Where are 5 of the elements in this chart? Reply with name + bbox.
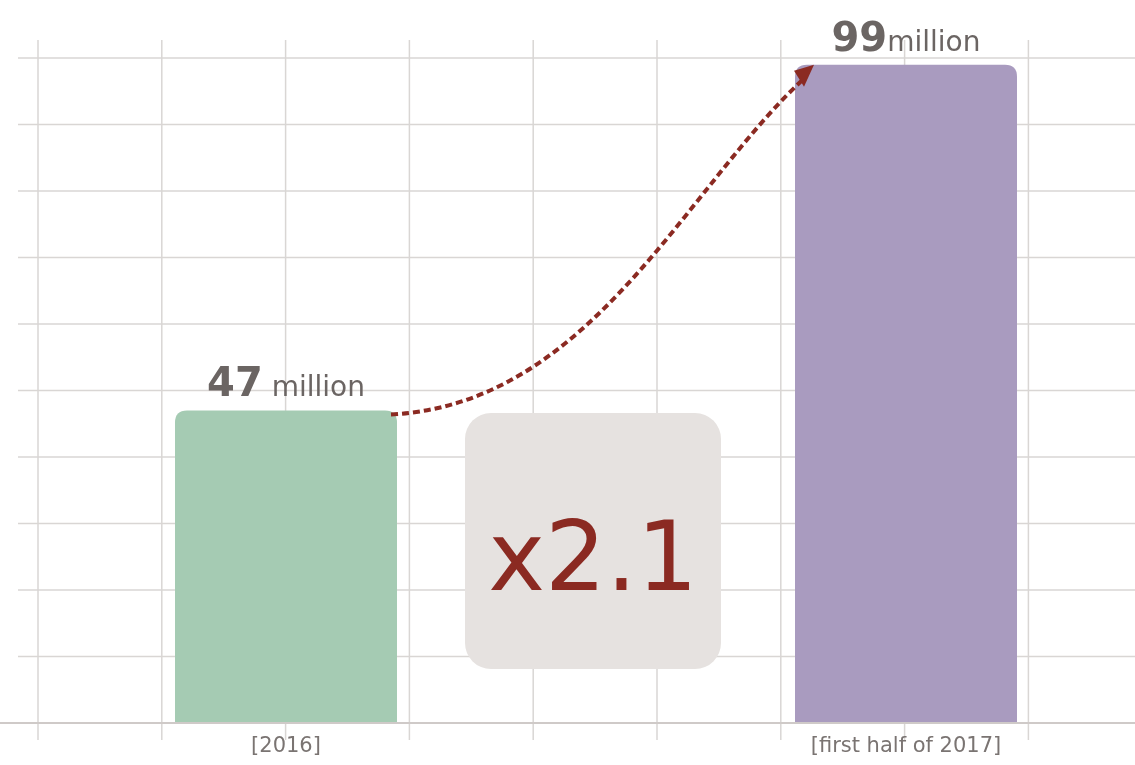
data-label: 47 million xyxy=(207,359,365,406)
x-tick-label: [2016] xyxy=(251,733,321,757)
x-tick-label: [first half of 2017] xyxy=(810,733,1002,757)
data-label: 99million xyxy=(831,13,981,60)
annotation: x2.1 xyxy=(488,501,698,613)
